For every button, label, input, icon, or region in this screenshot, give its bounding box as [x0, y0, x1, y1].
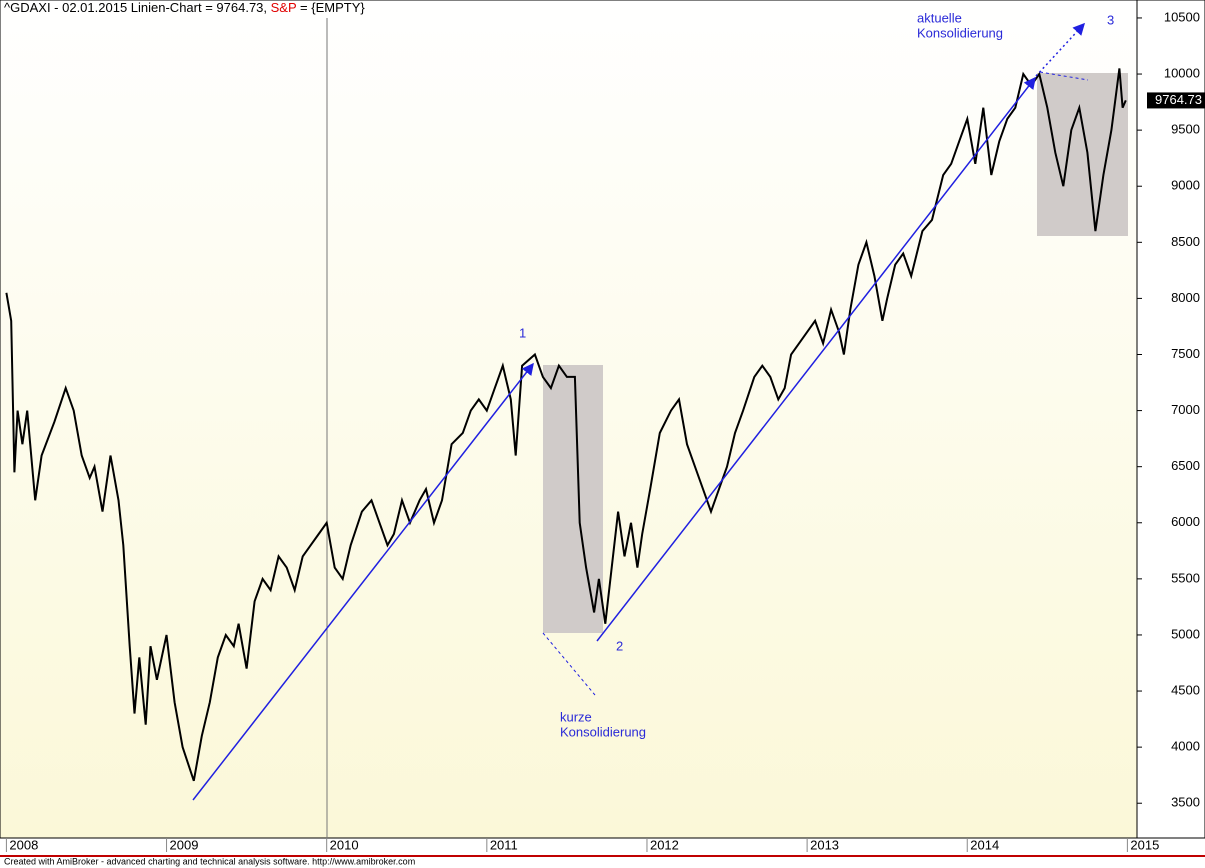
- x-tick-label: 2015: [1130, 837, 1159, 852]
- annotation: 1: [519, 325, 526, 340]
- annotation: 3: [1107, 12, 1114, 27]
- x-tick-label: 2010: [330, 837, 359, 852]
- trend-arrows: [192, 22, 1089, 801]
- price-line: [5, 68, 1127, 782]
- chart-title: ^GDAXI - 02.01.2015 Linien-Chart = 9764.…: [4, 0, 365, 15]
- trend-arrow: [1035, 22, 1086, 77]
- y-tick-label: 7500: [1171, 346, 1200, 361]
- title: ^GDAXI - 02.01.2015 Linien-Chart = 9764.…: [4, 0, 267, 15]
- trend-arrow: [596, 76, 1036, 642]
- y-tick-label: 9500: [1171, 122, 1200, 137]
- y-axis-area: [1136, 0, 1205, 839]
- y-tick-label: 8000: [1171, 290, 1200, 305]
- footer: Created with AmiBroker - advanced charti…: [4, 856, 415, 866]
- title-rest: = {EMPTY}: [300, 0, 365, 15]
- y-tick-label: 6500: [1171, 458, 1200, 473]
- y-tick-label: 10500: [1164, 9, 1200, 24]
- annotation: Konsolidierung: [917, 25, 1003, 40]
- x-tick-label: 2011: [490, 837, 518, 852]
- x-tick-label: 2008: [9, 837, 38, 852]
- title-highlight: S&P: [271, 0, 297, 15]
- x-tick-label: 2014: [970, 837, 999, 852]
- y-tick-label: 5500: [1171, 570, 1200, 585]
- y-tick-label: 7000: [1171, 402, 1200, 417]
- annotation: aktuelle: [917, 10, 962, 25]
- trend-arrow: [192, 362, 534, 801]
- y-tick-label: 4000: [1171, 739, 1200, 754]
- y-tick-label: 8500: [1171, 234, 1200, 249]
- consolidation-box: [543, 365, 603, 633]
- last-value-label: 9764.73: [1155, 92, 1202, 107]
- pointer-line: [542, 632, 596, 696]
- y-tick-label: 4500: [1171, 682, 1200, 697]
- annotation: Konsolidierung: [560, 724, 646, 739]
- x-tick-label: 2009: [170, 837, 199, 852]
- y-tick-label: 5000: [1171, 626, 1200, 641]
- annotation: kurze: [560, 709, 592, 724]
- annotation: 2: [616, 638, 623, 653]
- y-tick-label: 3500: [1171, 795, 1200, 810]
- x-tick-label: 2012: [650, 837, 679, 852]
- pointer-line: [1039, 71, 1089, 81]
- y-tick-label: 9000: [1171, 178, 1200, 193]
- last-value-box: [1147, 92, 1205, 109]
- consolidation-box: [1037, 73, 1128, 236]
- x-tick-label: 2013: [810, 837, 839, 852]
- y-tick-label: 6000: [1171, 514, 1200, 529]
- y-tick-label: 10000: [1164, 65, 1200, 80]
